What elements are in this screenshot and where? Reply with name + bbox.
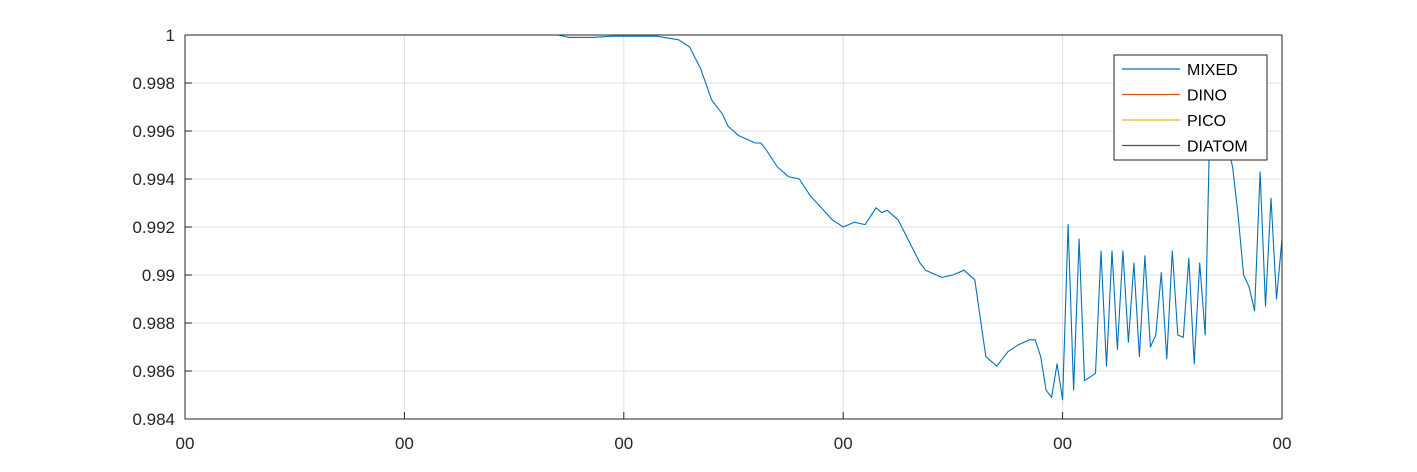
x-tick-label: 00 bbox=[1053, 434, 1072, 453]
legend-label: DINO bbox=[1187, 88, 1227, 105]
legend-label: PICO bbox=[1187, 113, 1226, 130]
y-tick-label: 0.994 bbox=[132, 170, 175, 189]
y-tick-label: 0.984 bbox=[132, 410, 175, 429]
x-tick-label: 00 bbox=[1273, 434, 1292, 453]
series-line-mixed bbox=[185, 34, 1283, 401]
y-tick-label: 0.998 bbox=[132, 74, 175, 93]
legend-label: DIATOM bbox=[1187, 139, 1248, 156]
x-tick-label: 00 bbox=[395, 434, 414, 453]
y-tick-label: 1 bbox=[166, 26, 175, 45]
legend: MIXED DINO PICO DIATOM bbox=[1113, 54, 1268, 161]
legend-label: MIXED bbox=[1187, 62, 1238, 79]
y-tick-label: 0.99 bbox=[142, 266, 175, 285]
y-tick-label: 0.988 bbox=[132, 314, 175, 333]
legend-box bbox=[1113, 54, 1268, 161]
x-tick-label: 00 bbox=[834, 434, 853, 453]
x-tick-label: 00 bbox=[176, 434, 195, 453]
ticks: 00 00 00 00 00 000.9840.9860.9880.990.9920.99… bbox=[132, 26, 1291, 453]
x-tick-label: 00 bbox=[614, 434, 633, 453]
y-tick-label: 0.986 bbox=[132, 362, 175, 381]
y-tick-label: 0.992 bbox=[132, 218, 175, 237]
y-tick-label: 0.996 bbox=[132, 122, 175, 141]
